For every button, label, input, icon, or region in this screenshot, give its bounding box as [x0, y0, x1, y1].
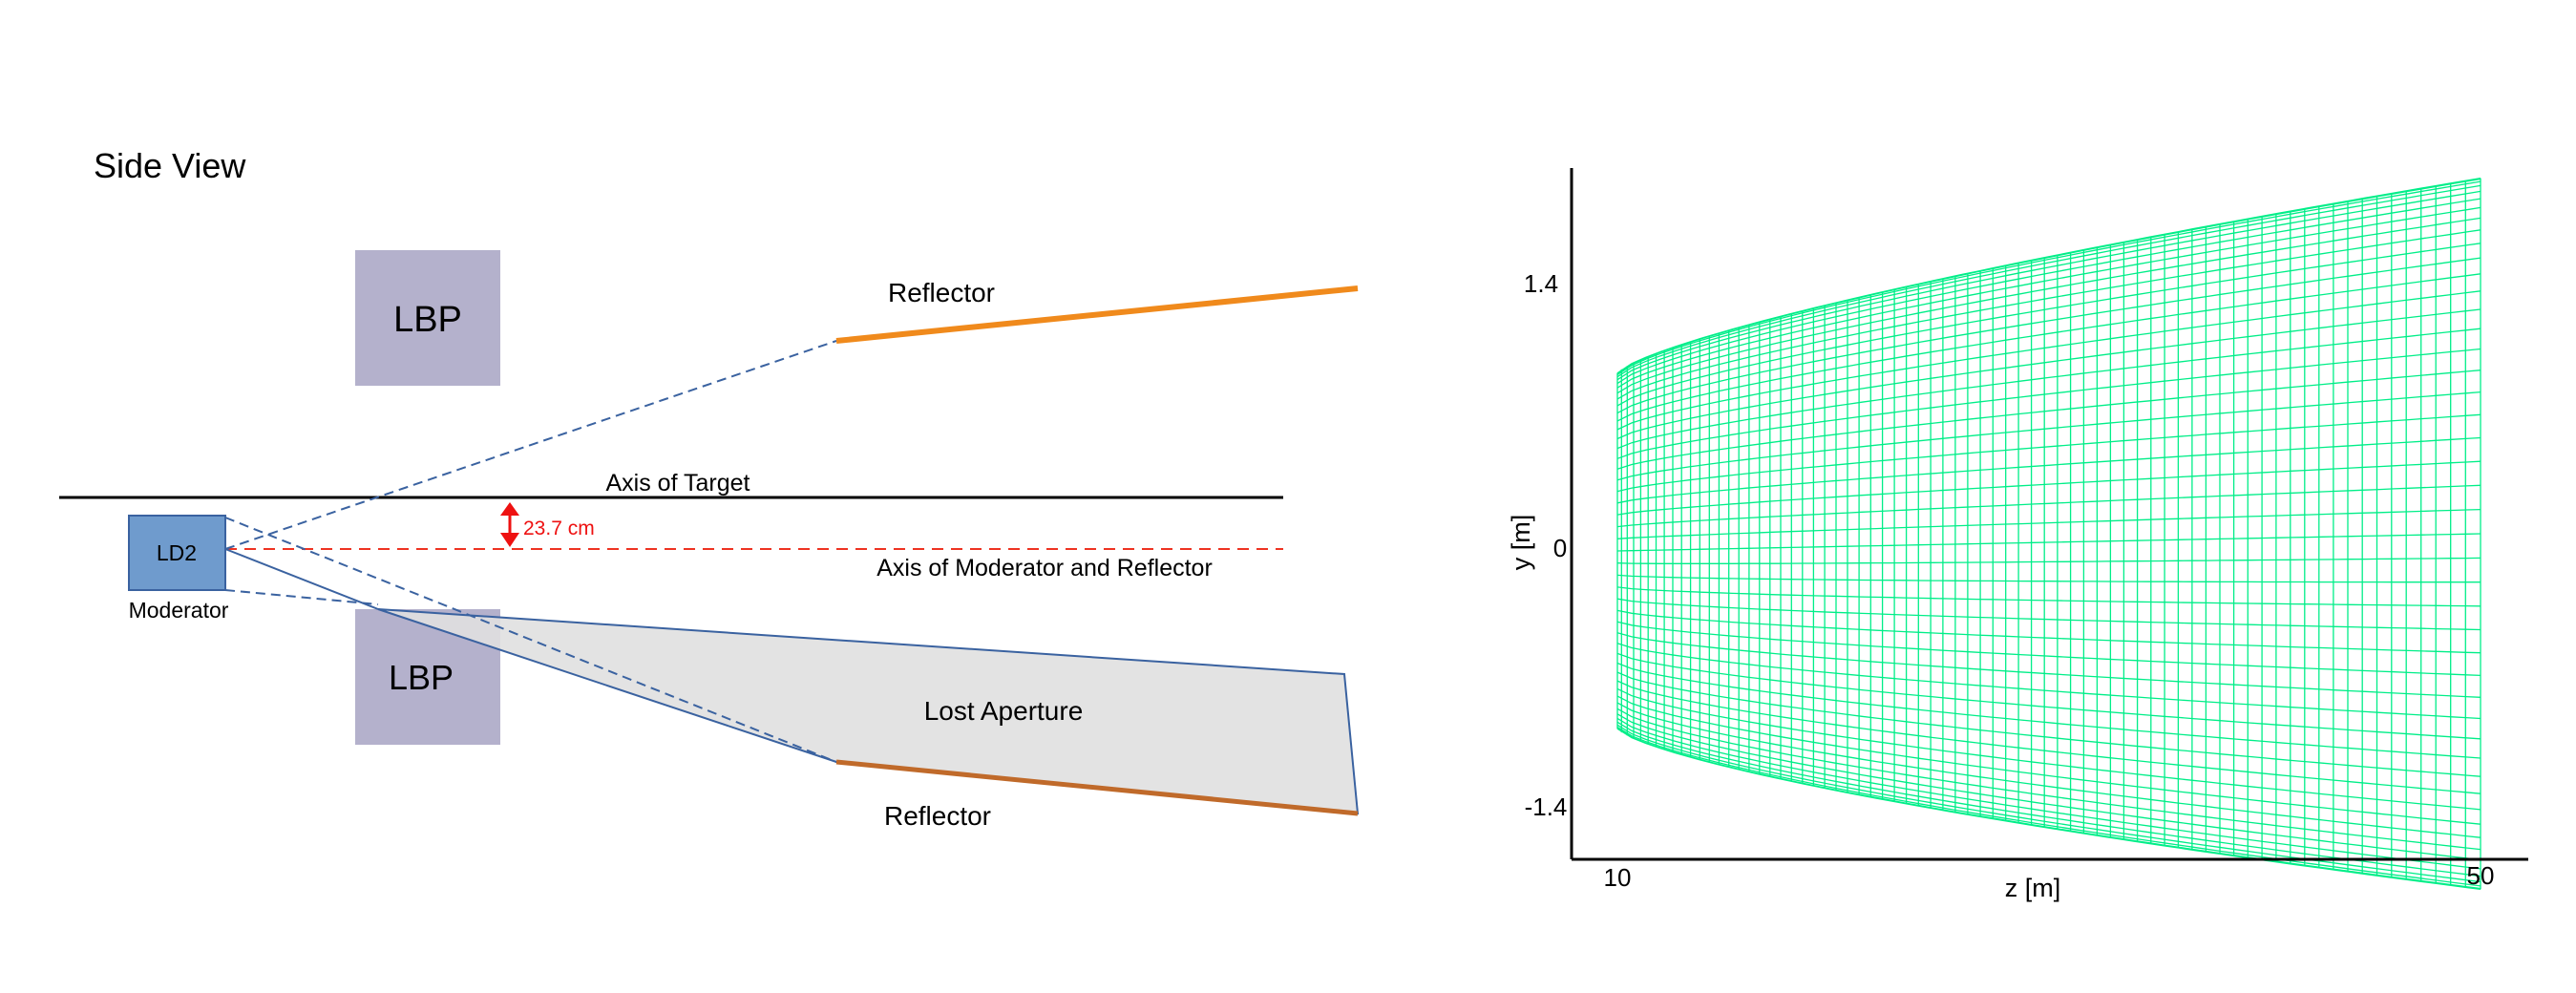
mesh-ring-line [1616, 695, 2481, 825]
moderator-label: Moderator [129, 598, 229, 623]
reflector-upper-line [835, 285, 1359, 344]
mesh-ring-line [1616, 508, 2481, 539]
mesh-ring-line [1616, 609, 2481, 654]
mesh-ring-line [1616, 436, 2481, 504]
mesh-ring-line [1616, 652, 2481, 740]
mesh-ring-line [1616, 190, 2481, 381]
arrow-down-icon [500, 533, 519, 547]
moderator-box-label: LD2 [157, 540, 197, 565]
reflector-mesh-surface [1616, 177, 2481, 891]
side-view-diagram: Side View LBP LBP Lost Aperture Axis of … [59, 146, 1360, 831]
mesh-plot: 1.4 0 -1.4 10 50 z [m] y [m] [1507, 168, 2528, 902]
mesh-ring-line [1616, 643, 2481, 720]
y-tick-label: 0 [1553, 534, 1567, 562]
mesh-ring-line [1616, 229, 2481, 400]
axis-of-target-label: Axis of Target [605, 470, 750, 496]
mesh-ring-line [1616, 702, 2481, 838]
mesh-ring-line [1616, 206, 2481, 389]
mesh-ring-line [1616, 533, 2481, 552]
mesh-ring-line [1616, 460, 2481, 516]
mesh-ring-line [1616, 708, 2481, 851]
lost-aperture-region [377, 608, 1360, 815]
mesh-ring-line [1616, 348, 2481, 459]
lbp-upper-label: LBP [393, 300, 462, 340]
mesh-ring-line [1616, 586, 2481, 607]
mesh-ring-line [1616, 217, 2481, 394]
y-tick-label: -1.4 [1525, 792, 1568, 821]
mesh-ring-line [1616, 728, 2481, 890]
y-tick-label: 1.4 [1524, 269, 1558, 298]
ray-to-lower-reflector [224, 517, 837, 763]
ray-to-upper-reflector [224, 340, 837, 550]
offset-label: 23.7 cm [523, 518, 595, 539]
mesh-ring-line [1616, 308, 2481, 440]
mesh-ring-line [1616, 724, 2481, 883]
reflector-lower-label: Reflector [884, 801, 991, 831]
lost-aperture-label: Lost Aperture [924, 696, 1084, 726]
axis-of-moderator-label: Axis of Moderator and Reflector [876, 555, 1213, 581]
arrow-up-icon [500, 502, 519, 516]
lbp-lower-label: LBP [389, 658, 454, 697]
mesh-ring-line [1616, 198, 2481, 385]
mesh-ring-line [1616, 243, 2481, 407]
mesh-ring-line [1616, 680, 2481, 794]
mesh-ring-line [1616, 687, 2481, 811]
mesh-ring-line [1616, 273, 2481, 422]
mesh-ring-line [1616, 574, 2481, 583]
lbp-upper-block [355, 250, 500, 386]
ray-solid-lower [224, 548, 379, 610]
x-tick-label: 10 [1604, 863, 1632, 892]
mesh-ring-line [1616, 184, 2481, 378]
mesh-ring-line [1616, 290, 2481, 431]
mesh-ring-line [1616, 632, 2481, 698]
mesh-ring-line [1616, 717, 2481, 870]
x-tick-label: 50 [2467, 861, 2495, 890]
reflector-lower-line [835, 759, 1359, 816]
offset-marker [500, 502, 519, 547]
mesh-ring-line [1616, 662, 2481, 759]
moderator-box [128, 515, 226, 591]
mesh-ring-line [1616, 413, 2481, 493]
mesh-ring-line [1616, 257, 2481, 414]
x-axis-label: z [m] [2005, 874, 2061, 902]
reflector-upper-label: Reflector [888, 278, 995, 307]
mesh-ring-line [1616, 713, 2481, 861]
mesh-ring-line [1616, 484, 2481, 528]
mesh-ring-line [1616, 557, 2481, 564]
mesh-ring-line [1616, 370, 2481, 470]
mesh-ring-line [1616, 180, 2481, 376]
mesh-ring-line [1616, 726, 2481, 887]
mesh-ring-line [1616, 598, 2481, 631]
mesh-ring-line [1616, 178, 2481, 374]
y-axis-label: y [m] [1507, 515, 1535, 571]
mesh-ring-line [1616, 728, 2481, 891]
mesh-ring-line [1616, 391, 2481, 481]
ray-lower-edge [224, 589, 379, 605]
mesh-ring-line [1616, 327, 2481, 450]
mesh-ring-line [1616, 621, 2481, 677]
mesh-ring-line [1616, 671, 2481, 777]
side-view-title: Side View [94, 146, 246, 185]
